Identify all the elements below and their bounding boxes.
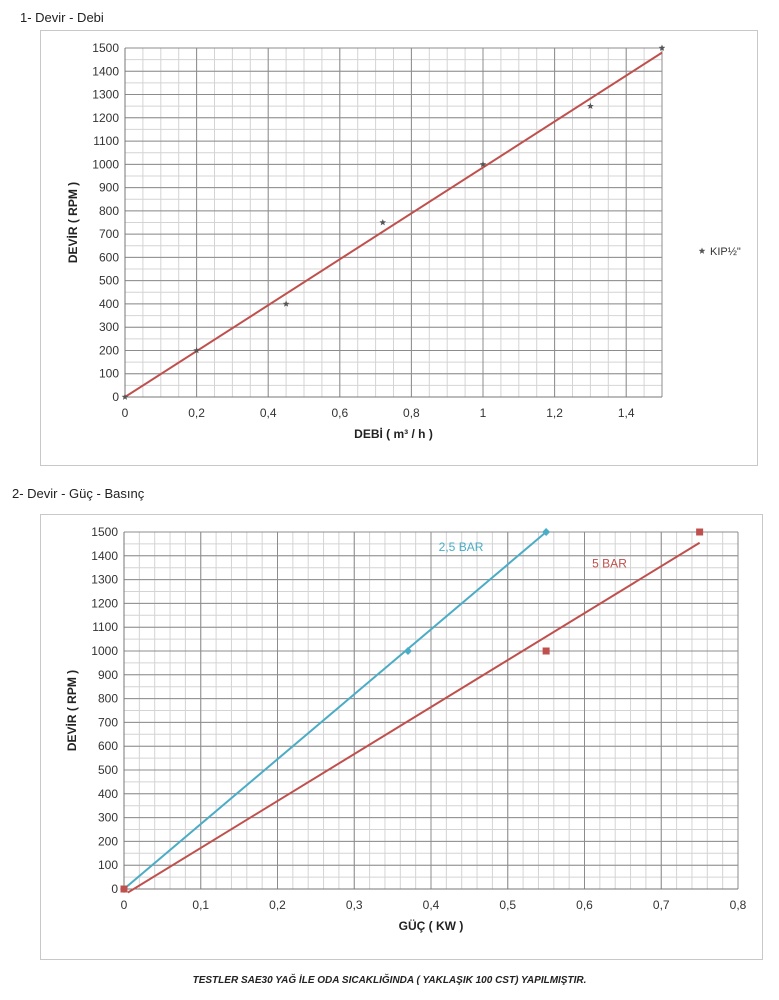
series-1 xyxy=(121,44,666,400)
y-tick-label: 1000 xyxy=(91,644,118,658)
y-tick-label: 100 xyxy=(99,367,119,381)
y-tick-label: 1300 xyxy=(92,88,119,102)
y-tick-label: 0 xyxy=(112,390,119,404)
data-point xyxy=(282,300,290,307)
chart-devir-guc-basinc-frame: 0 100 200 300 400 500 600 700 800 900 1000 1100 1200… xyxy=(40,514,763,960)
y-tick-label: 1400 xyxy=(91,549,118,563)
x-tick-label: 0,6 xyxy=(576,898,593,912)
trendline xyxy=(127,541,701,894)
y-tick-label: 0 xyxy=(111,882,118,896)
y-tick-label: 1200 xyxy=(91,596,118,610)
y-tick-label: 1400 xyxy=(92,64,119,78)
x-axis-label: DEBİ ( m³ / h ) xyxy=(354,426,433,441)
grid xyxy=(123,531,739,890)
y-tick-label: 500 xyxy=(98,763,118,777)
trendline xyxy=(124,51,663,398)
y-tick-label: 600 xyxy=(98,739,118,753)
y-tick-label: 700 xyxy=(98,715,118,729)
y-tick-label: 700 xyxy=(99,227,119,241)
legend: KIP½" xyxy=(698,246,741,258)
series-label: 2,5 BAR xyxy=(439,540,484,554)
x-tick-label: 1,2 xyxy=(546,406,563,420)
data-point xyxy=(379,219,387,226)
x-tick-label: 1,4 xyxy=(618,406,635,420)
x-tick-label: 0,8 xyxy=(730,898,747,912)
y-tick-label: 1300 xyxy=(91,573,118,587)
y-tick-label: 600 xyxy=(99,250,119,264)
series-label: 5 BAR xyxy=(592,557,627,571)
y-tick-label: 800 xyxy=(99,204,119,218)
x-tick-label: 0,5 xyxy=(499,898,516,912)
data-point xyxy=(403,647,412,655)
y-tick-label: 1100 xyxy=(92,620,118,634)
y-tick-label: 800 xyxy=(98,692,118,706)
data-point xyxy=(587,102,594,109)
y-tick-label: 200 xyxy=(98,834,118,848)
y-tick-label: 300 xyxy=(98,811,118,825)
data-point xyxy=(121,393,129,400)
chart-devir-debi: 0 100 200 300 400 500 600 700 800 900 1000 1100 1200… xyxy=(65,41,741,441)
x-axis-label: GÜÇ ( KW ) xyxy=(399,918,464,933)
y-tick-label: 500 xyxy=(99,274,119,288)
y-tick-label: 1200 xyxy=(92,111,119,125)
x-tick-label: 0,3 xyxy=(346,898,363,912)
test-conditions-footnote: TESTLER SAE30 YAĞ İLE ODA SICAKLIĞINDA (… xyxy=(192,975,587,986)
chart-devir-guc-basinc: 0 100 200 300 400 500 600 700 800 900 1000 1100 1200… xyxy=(64,525,747,933)
data-point xyxy=(696,528,704,536)
series-1: 2,5 BAR xyxy=(120,528,551,893)
section-2-title: 2- Devir - Güç - Basınç xyxy=(12,486,145,501)
x-tick-label: 0,2 xyxy=(269,898,286,912)
y-tick-label: 400 xyxy=(98,787,118,801)
data-point xyxy=(542,528,551,536)
x-tick-label: 1 xyxy=(480,406,487,420)
y-tick-label: 300 xyxy=(99,320,119,334)
x-tick-label: 0,4 xyxy=(260,406,277,420)
data-point xyxy=(542,647,550,655)
y-tick-label: 1500 xyxy=(91,525,118,539)
x-tick-label: 0,1 xyxy=(192,898,209,912)
y-axis-label: DEVİR ( RPM ) xyxy=(65,182,80,263)
y-axis-label: DEVİR ( RPM ) xyxy=(64,670,79,751)
grid xyxy=(124,47,663,398)
x-tick-label: 0,2 xyxy=(188,406,205,420)
x-tick-label: 0,7 xyxy=(653,898,670,912)
data-point xyxy=(479,160,487,168)
x-tick-label: 0 xyxy=(121,898,128,912)
section-1-title: 1- Devir - Debi xyxy=(20,10,104,25)
y-tick-label: 100 xyxy=(98,858,118,872)
y-tick-label: 900 xyxy=(99,181,119,195)
data-point xyxy=(193,346,200,354)
series-2: 5 BAR xyxy=(120,528,704,894)
y-tick-label: 900 xyxy=(98,668,118,682)
y-tick-label: 1100 xyxy=(93,134,119,148)
y-tick-label: 1500 xyxy=(92,41,119,55)
legend-marker xyxy=(698,247,706,254)
data-point xyxy=(658,44,666,51)
y-tick-label: 1000 xyxy=(92,157,119,171)
x-tick-label: 0 xyxy=(122,406,129,420)
trendline xyxy=(123,531,547,890)
x-tick-label: 0,8 xyxy=(403,406,420,420)
x-tick-label: 0,6 xyxy=(331,406,348,420)
x-tick-label: 0,4 xyxy=(423,898,440,912)
y-tick-label: 200 xyxy=(99,343,119,357)
data-point xyxy=(120,885,128,893)
legend-label: KIP½" xyxy=(710,246,741,258)
chart-devir-debi-frame: 0 100 200 300 400 500 600 700 800 900 1000 1100 1200… xyxy=(40,30,758,466)
y-tick-label: 400 xyxy=(99,297,119,311)
